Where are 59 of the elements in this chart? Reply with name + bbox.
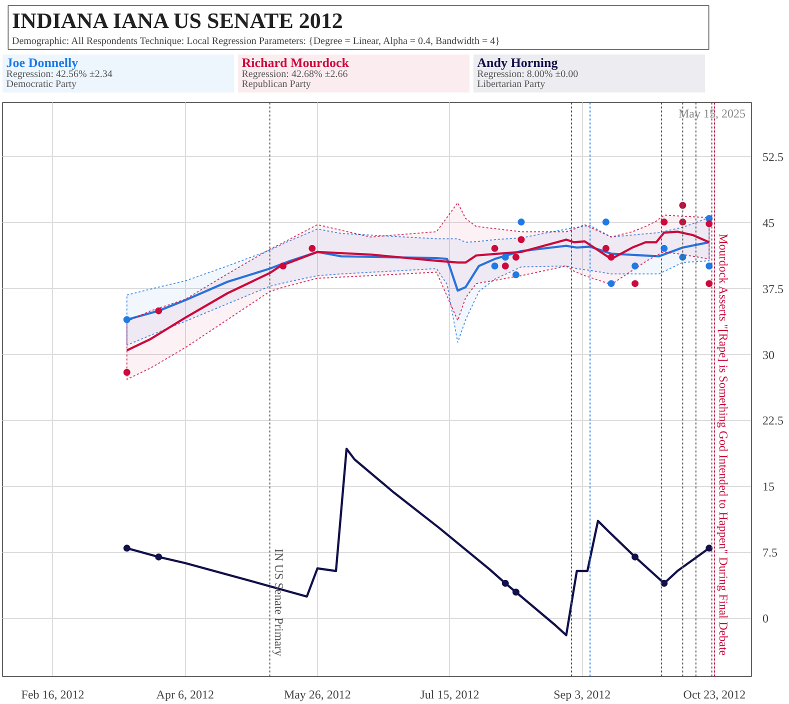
text: Regression: 8.00% ±0.00 <box>477 69 578 80</box>
text: Regression: 42.56% ±2.34 <box>6 69 112 80</box>
ref-line-label: IN US Senate Primary <box>272 548 286 656</box>
text: Libertarian Party <box>477 79 546 90</box>
point <box>512 588 520 596</box>
point <box>491 244 498 252</box>
annotation: May 15, 2025 <box>678 106 746 120</box>
text: Andy Horning <box>477 55 558 70</box>
point <box>632 280 639 288</box>
point <box>706 262 713 270</box>
y-tick-label: 37.5 <box>762 282 784 296</box>
chart-title: INDIANA IANA US SENATE 2012 <box>12 8 343 33</box>
point <box>632 553 639 560</box>
point <box>155 307 162 314</box>
x-tick-label: Apr 6, 2012 <box>156 688 214 702</box>
point <box>706 220 713 228</box>
x-tick-label: Feb 16, 2012 <box>21 688 84 702</box>
chart-subtitle: Demographic: All Respondents Technique: Local Regression Parameters: {Degree = Linear, Alpha = 0.4, Bandwidth = 4} <box>12 36 500 47</box>
point <box>123 316 130 324</box>
point <box>155 553 162 560</box>
point <box>602 218 610 226</box>
point <box>123 544 130 552</box>
point <box>706 280 713 288</box>
x-tick-label: Oct 23, 2012 <box>683 688 746 702</box>
text: Richard Mourdock <box>242 55 350 70</box>
point <box>660 244 668 252</box>
x-tick-label: Sep 3, 2012 <box>554 688 611 702</box>
ref-line-label: Mourdock Asserts "[Rape] is Something God Intended to Happen" During Final Debate <box>716 234 730 656</box>
x-tick-label: May 26, 2012 <box>284 688 351 702</box>
point <box>502 262 509 270</box>
point <box>660 580 668 587</box>
x-tick-label: Jul 15, 2012 <box>420 688 480 702</box>
point <box>502 254 509 261</box>
y-tick-label: 52.5 <box>762 150 784 164</box>
point <box>518 218 525 226</box>
text: Republican Party <box>242 79 311 90</box>
text: Joe Donnelly <box>6 55 79 70</box>
point <box>502 580 509 587</box>
point <box>491 262 498 270</box>
y-tick-label: 45 <box>762 216 774 230</box>
point <box>512 271 520 278</box>
point <box>608 280 615 288</box>
point <box>308 244 316 252</box>
point <box>660 218 668 226</box>
point <box>123 368 130 376</box>
point <box>706 544 713 552</box>
y-tick-label: 7.5 <box>762 546 778 560</box>
y-tick-label: 30 <box>762 348 774 362</box>
point <box>512 254 520 261</box>
y-tick-label: 0 <box>762 611 768 626</box>
text: Regression: 42.68% ±2.66 <box>242 69 348 80</box>
point <box>602 244 610 252</box>
text: Democratic Party <box>6 79 77 90</box>
point <box>632 262 639 270</box>
y-tick-label: 22.5 <box>762 414 784 428</box>
point <box>608 254 615 261</box>
y-tick-label: 15 <box>762 480 774 494</box>
point <box>518 236 525 244</box>
point <box>280 262 287 270</box>
